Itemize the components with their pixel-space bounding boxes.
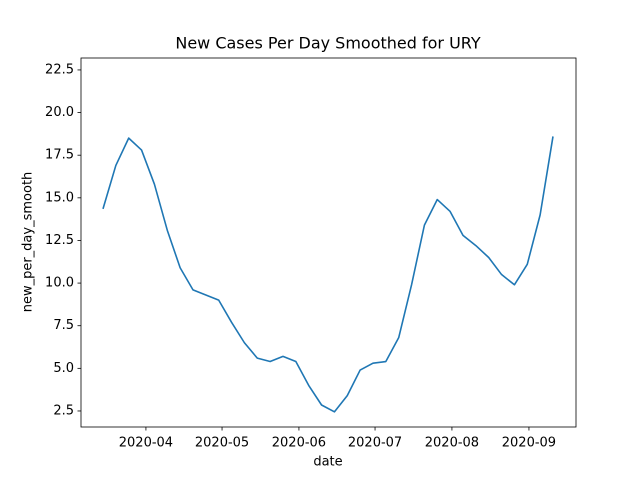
x-tick-label: 2020-06	[272, 436, 326, 451]
y-axis-label: new_per_day_smooth	[21, 172, 36, 313]
x-tick-label: 2020-05	[195, 436, 249, 451]
y-tick-label: 15.0	[45, 190, 74, 205]
x-tick-label: 2020-09	[502, 436, 556, 451]
x-tick-label: 2020-08	[425, 436, 479, 451]
y-tick-label: 22.5	[45, 62, 74, 77]
y-tick-label: 2.5	[53, 403, 74, 418]
line	[102, 136, 554, 413]
y-tick-label: 17.5	[45, 148, 74, 163]
plot-frame	[80, 57, 577, 428]
y-tick-label: 7.5	[53, 318, 74, 333]
y-tick-label: 12.5	[45, 233, 74, 248]
x-axis-label: date	[313, 455, 342, 470]
x-tick-label: 2020-07	[348, 436, 402, 451]
x-tick-label: 2020-04	[119, 436, 173, 451]
y-tick-label: 20.0	[45, 105, 74, 120]
chart-title: New Cases Per Day Smoothed for URY	[175, 34, 481, 53]
y-tick-label: 5.0	[53, 361, 74, 376]
y-tick-label: 10.0	[45, 276, 74, 291]
